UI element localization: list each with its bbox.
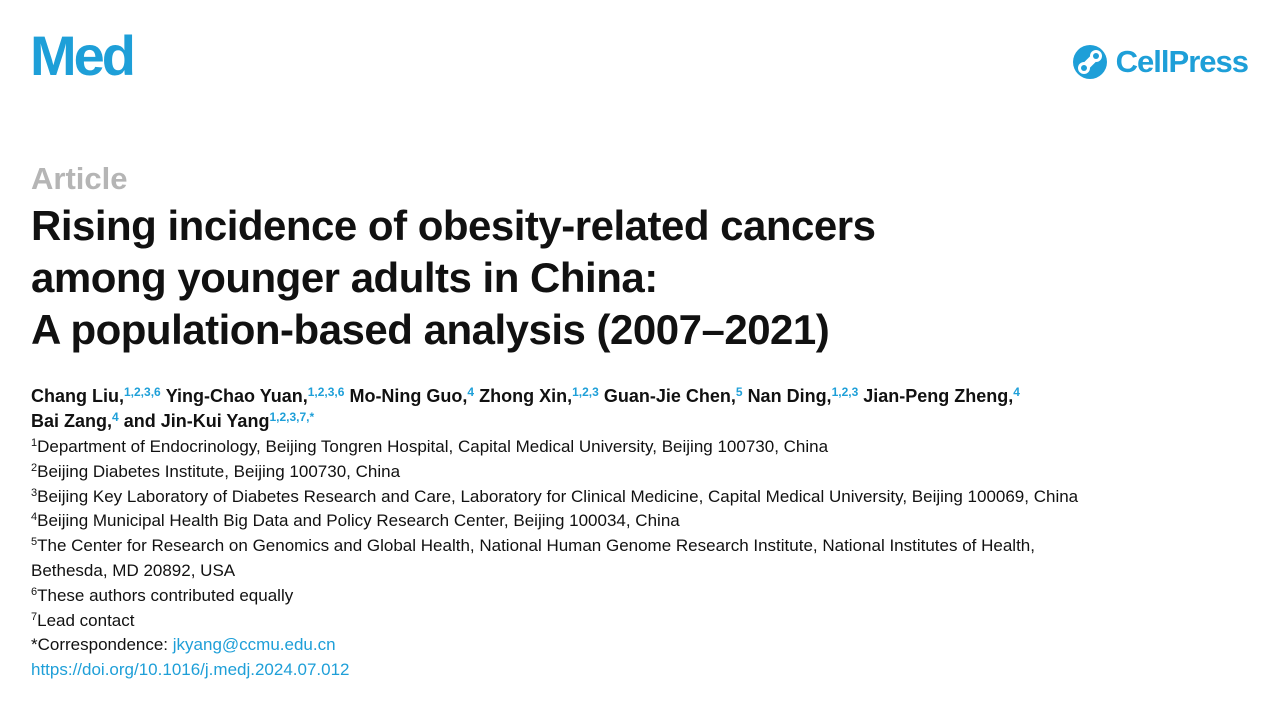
doi-link[interactable]: https://doi.org/10.1016/j.medj.2024.07.0… <box>31 660 350 680</box>
affiliation-item: 1Department of Endocrinology, Beijing To… <box>31 435 1261 460</box>
author-name: Jin-Kui Yang <box>160 411 270 431</box>
author-name: Chang Liu, <box>31 386 124 406</box>
affiliation-text: The Center for Research on Genomics and … <box>37 536 1035 556</box>
author-affiliation-refs: 4 <box>112 410 119 424</box>
author-name: Ying-Chao Yuan, <box>165 386 308 406</box>
doi-line: https://doi.org/10.1016/j.medj.2024.07.0… <box>31 658 1261 683</box>
author-affiliation-refs: 1,2,3,6 <box>307 385 345 399</box>
author-affiliation-refs: 4 <box>1013 385 1020 399</box>
affiliation-item: 3Beijing Key Laboratory of Diabetes Rese… <box>31 485 1261 510</box>
author-list: Chang Liu,1,2,3,6 Ying-Chao Yuan,1,2,3,6… <box>31 384 1261 434</box>
affiliation-number: 6 <box>31 585 38 598</box>
correspondence-line: *Correspondence: jkyang@ccmu.edu.cn <box>31 633 1261 658</box>
author-line: Bai Zang,4 and Jin-Kui Yang1,2,3,7,* <box>31 409 1261 434</box>
correspondence-label: *Correspondence: <box>31 635 169 655</box>
author-affiliation-refs: 5 <box>735 385 743 399</box>
affiliation-text: Beijing Diabetes Institute, Beijing 1007… <box>37 461 401 481</box>
article-type-label: Article <box>31 161 128 196</box>
affiliation-item: 4Beijing Municipal Health Big Data and P… <box>31 509 1261 534</box>
author-name: Mo-Ning Guo, <box>349 386 468 406</box>
author-name: Zhong Xin, <box>479 386 573 406</box>
authors-conjunction: and <box>123 411 156 431</box>
title-line: Rising incidence of obesity-related canc… <box>31 202 876 249</box>
author-affiliation-refs: 1,2,3,6 <box>124 385 161 399</box>
title-line: among younger adults in China: <box>31 254 658 301</box>
article-title: Rising incidence of obesity-related canc… <box>31 200 1131 356</box>
affiliation-number: 2 <box>31 461 38 474</box>
author-affiliation-refs: 1,2,3 <box>572 385 599 399</box>
affiliation-list: 1Department of Endocrinology, Beijing To… <box>31 435 1261 683</box>
author-name: Guan-Jie Chen, <box>603 386 736 406</box>
affiliation-item: 5The Center for Research on Genomics and… <box>31 534 1261 559</box>
author-name: Bai Zang, <box>31 411 113 431</box>
cellpress-logo-icon <box>1072 45 1107 79</box>
publisher-name: CellPress <box>1115 44 1249 79</box>
affiliation-item: 7Lead contact <box>31 609 1261 634</box>
affiliation-number: 4 <box>31 511 38 524</box>
author-affiliation-refs: 1,2,3,7,* <box>269 410 315 424</box>
affiliation-text: Beijing Municipal Health Big Data and Po… <box>37 511 680 531</box>
affiliation-item: 2Beijing Diabetes Institute, Beijing 100… <box>31 460 1261 485</box>
author-affiliation-refs: 1,2,3 <box>831 385 859 399</box>
title-line: A population-based analysis (2007–2021) <box>31 306 830 353</box>
affiliation-item: 6These authors contributed equally <box>31 584 1261 609</box>
author-name: Nan Ding, <box>747 386 832 406</box>
author-line: Chang Liu,1,2,3,6 Ying-Chao Yuan,1,2,3,6… <box>31 384 1261 409</box>
journal-logo: Med <box>30 24 136 87</box>
affiliation-text: Department of Endocrinology, Beijing Ton… <box>37 437 829 456</box>
author-affiliation-refs: 4 <box>467 385 475 399</box>
affiliation-text: Lead contact <box>37 610 135 630</box>
affiliation-number: 5 <box>31 536 38 549</box>
affiliation-number: 1 <box>31 437 38 449</box>
affiliation-text: Beijing Key Laboratory of Diabetes Resea… <box>37 486 1079 506</box>
affiliation-number: 3 <box>31 486 38 499</box>
affiliation-continuation: Bethesda, MD 20892, USA <box>31 560 236 580</box>
affiliation-number: 7 <box>31 610 38 623</box>
author-name: Jian-Peng Zheng, <box>863 386 1014 406</box>
publisher-logo: CellPress <box>1070 42 1249 82</box>
affiliation-text: These authors contributed equally <box>37 585 294 605</box>
correspondence-email-link[interactable]: jkyang@ccmu.edu.cn <box>172 635 336 655</box>
